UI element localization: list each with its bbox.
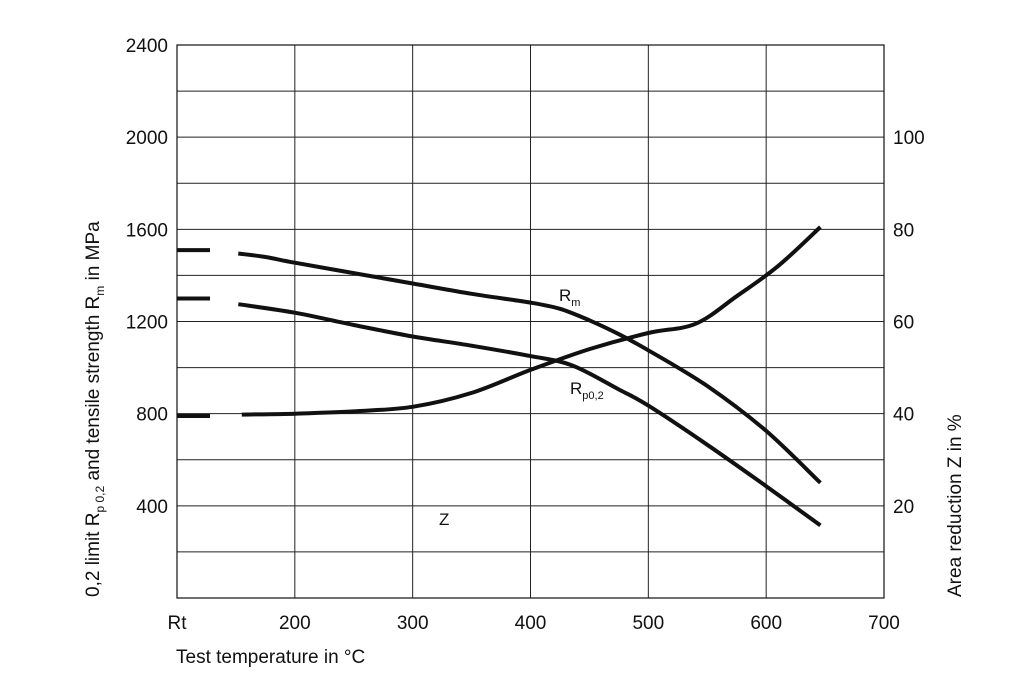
yield-limit-rp02-curve: [238, 302, 822, 528]
grid: [176, 44, 885, 599]
curves: [238, 225, 822, 528]
right-y-tick-label: 40: [893, 405, 914, 426]
right-y-tick-label: 20: [893, 497, 914, 518]
rm-curve-label: Rm: [559, 286, 580, 309]
left-y-axis-title: 0,2 limit Rp 0,2 and tensile strength Rm…: [83, 221, 107, 597]
left-y-tick-label: 800: [136, 405, 168, 426]
x-tick-label: 500: [632, 613, 664, 634]
tick-labels: Rt 200 300 400 500 600 700 400 800 1200 1600 2000 24…: [126, 36, 925, 634]
x-tick-label: 400: [515, 613, 547, 634]
plot-frame: [176, 44, 885, 599]
x-tick-label: 300: [397, 613, 429, 634]
tensile-strength-rm-curve: [238, 251, 822, 485]
right-y-axis-title: Area reduction Z in %: [945, 414, 966, 597]
x-tick-label: Rt: [168, 613, 188, 634]
right-y-tick-label: 100: [893, 128, 925, 149]
z-curve-label: Z: [439, 510, 449, 529]
x-axis-title: Test temperature in °C: [176, 647, 365, 668]
room-temperature-markers: [177, 248, 210, 418]
rp02-curve-label: Rp0,2: [570, 379, 604, 402]
curve-labels: Rm Rp0,2 Z: [439, 286, 604, 529]
left-y-tick-label: 2400: [126, 36, 168, 57]
area-reduction-z-curve: [241, 225, 822, 417]
left-y-tick-label: 2000: [126, 128, 168, 149]
left-y-tick-label: 400: [136, 497, 168, 518]
x-tick-label: 600: [750, 613, 782, 634]
right-y-tick-label: 60: [893, 313, 914, 334]
right-y-tick-label: 80: [893, 220, 914, 241]
x-tick-label: 700: [868, 613, 900, 634]
left-y-tick-label: 1200: [126, 313, 168, 334]
x-tick-label: 200: [279, 613, 311, 634]
left-y-tick-label: 1600: [126, 220, 168, 241]
